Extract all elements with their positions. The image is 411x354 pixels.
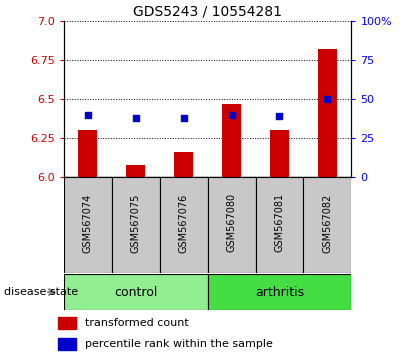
Bar: [126, 165, 145, 177]
Point: [228, 112, 235, 118]
Point: [132, 115, 139, 121]
Text: GSM567080: GSM567080: [226, 193, 236, 252]
FancyBboxPatch shape: [64, 177, 112, 273]
Text: percentile rank within the sample: percentile rank within the sample: [85, 339, 273, 349]
Bar: [58, 338, 76, 350]
Point: [180, 115, 187, 121]
FancyBboxPatch shape: [208, 274, 351, 310]
Point: [324, 96, 331, 102]
Point: [84, 112, 91, 118]
Bar: [78, 130, 97, 177]
Bar: [270, 130, 289, 177]
Text: disease state: disease state: [4, 287, 78, 297]
Bar: [318, 49, 337, 177]
FancyBboxPatch shape: [64, 274, 208, 310]
Text: GSM567074: GSM567074: [83, 193, 92, 252]
Text: transformed count: transformed count: [85, 318, 189, 329]
Text: GSM567081: GSM567081: [275, 193, 284, 252]
Text: GSM567076: GSM567076: [179, 193, 189, 252]
FancyBboxPatch shape: [112, 177, 159, 273]
Text: GSM567075: GSM567075: [131, 193, 141, 252]
Title: GDS5243 / 10554281: GDS5243 / 10554281: [133, 5, 282, 19]
Text: arthritis: arthritis: [255, 286, 304, 298]
Point: [276, 113, 283, 119]
Bar: [174, 152, 193, 177]
Bar: [222, 104, 241, 177]
FancyBboxPatch shape: [256, 177, 303, 273]
Bar: [58, 318, 76, 329]
FancyBboxPatch shape: [208, 177, 256, 273]
FancyBboxPatch shape: [159, 177, 208, 273]
Text: GSM567082: GSM567082: [323, 193, 332, 252]
FancyBboxPatch shape: [303, 177, 351, 273]
Text: control: control: [114, 286, 157, 298]
